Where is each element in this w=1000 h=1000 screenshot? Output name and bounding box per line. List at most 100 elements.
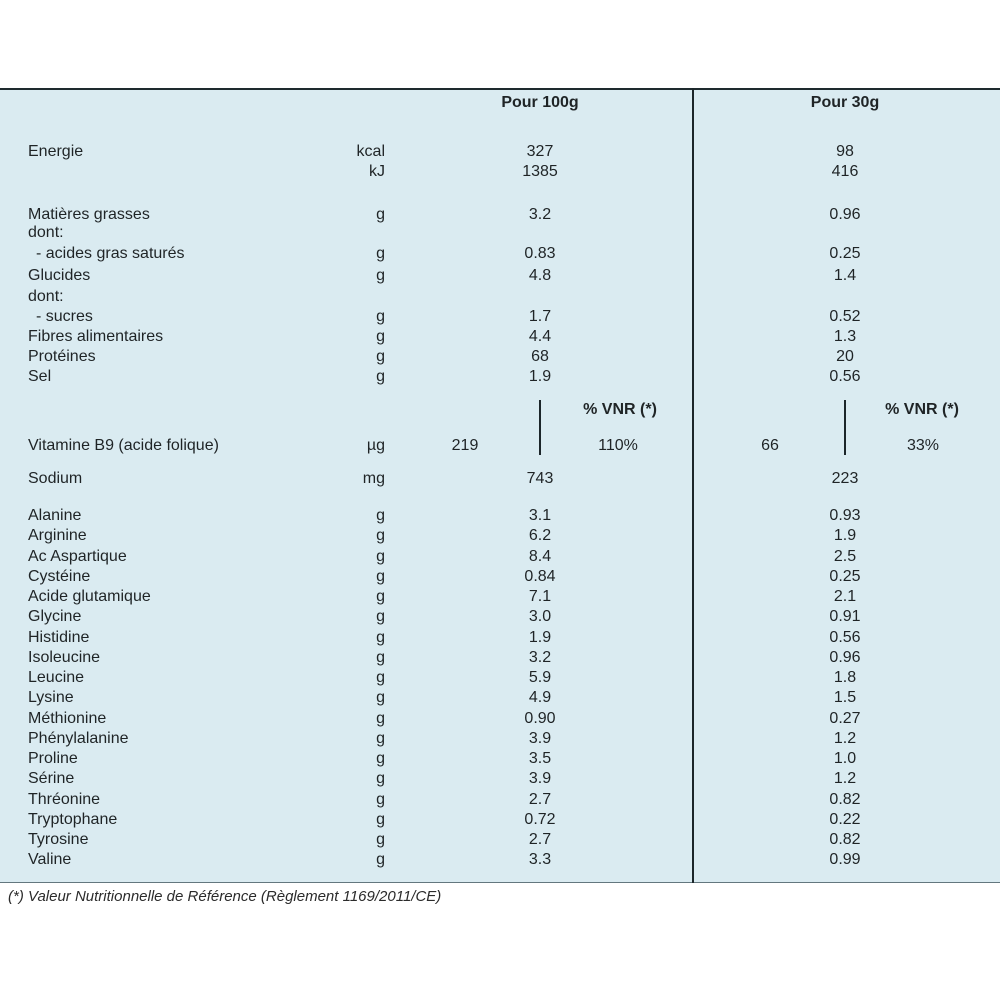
value-per-30g: 1.3 — [833, 328, 857, 345]
value-per-100g: 0.90 — [524, 709, 556, 727]
column-header-per-30g: Pour 30g — [810, 94, 880, 111]
nutrient-label: Matières grasses — [28, 206, 150, 223]
nutrient-unit: g — [376, 628, 385, 646]
value-per-30g: 0.96 — [829, 648, 861, 666]
nutrient-label: Acide glutamique — [28, 588, 151, 605]
value-per-100g: 1.7 — [528, 308, 552, 325]
value-per-30g: 1.8 — [833, 669, 857, 686]
value-per-30g: 20 — [836, 348, 854, 365]
value-per-100g: 3.5 — [528, 750, 552, 767]
value-per-30g: 1.2 — [833, 729, 857, 747]
nutrient-unit: µg — [366, 437, 385, 454]
nutrient-unit: g — [376, 547, 385, 565]
column-header-per-100g: Pour 100g — [501, 94, 579, 111]
value-per-100g: 0.83 — [524, 245, 556, 262]
nutrient-label: Vitamine B9 (acide folique) — [28, 437, 219, 454]
nutrient-label: Sel — [28, 368, 52, 385]
value-per-100g: 0.72 — [524, 810, 556, 828]
value-per-100g: 743 — [526, 470, 554, 487]
value-per-100g: 3.9 — [528, 770, 552, 788]
nutrient-label: Glucides — [28, 267, 91, 284]
nutrient-label: Leucine — [28, 669, 85, 686]
nutrient-label: Tryptophane — [28, 810, 118, 828]
nutrient-unit: g — [376, 567, 385, 585]
value-per-30g: 0.56 — [829, 628, 861, 646]
nutrient-unit: g — [376, 507, 385, 524]
nutrient-unit: g — [376, 608, 385, 626]
value-per-30g: 1.5 — [833, 689, 857, 707]
value-per-100g: 3.0 — [528, 608, 552, 626]
value-per-30g: 0.25 — [829, 245, 861, 262]
value-per-100g: 3.2 — [528, 648, 552, 666]
value-per-100g: 4.9 — [528, 689, 552, 707]
nutrient-unit: g — [376, 689, 385, 707]
nutrient-unit: mg — [362, 470, 385, 487]
nutrient-label: Valine — [28, 851, 72, 869]
value-per-100g: 3.3 — [528, 851, 552, 869]
value-per-30g: 223 — [831, 470, 859, 487]
value-per-100g: 7.1 — [528, 588, 552, 605]
nutrient-label: Energie — [28, 143, 84, 160]
nutrient-unit: g — [376, 831, 385, 848]
nutrient-unit: g — [376, 790, 385, 808]
value-per-100g: 1.9 — [528, 368, 552, 385]
amount-per-30g: 66 — [761, 437, 779, 454]
nutrient-label: Ac Aspartique — [28, 547, 127, 565]
value-per-100g: 327 — [526, 143, 554, 160]
value-per-30g: 0.56 — [829, 368, 861, 385]
value-per-100g: 1385 — [522, 163, 558, 180]
nutrient-unit: g — [376, 750, 385, 767]
value-per-100g: 6.2 — [528, 527, 552, 545]
nutrient-label: Alanine — [28, 507, 82, 524]
value-per-30g: 0.91 — [829, 608, 861, 626]
nutrient-label: Histidine — [28, 628, 90, 646]
value-per-100g: 1.9 — [528, 628, 552, 646]
nutrient-label: Arginine — [28, 527, 87, 545]
value-per-30g: 0.93 — [829, 507, 861, 524]
nutrient-label: Sodium — [28, 470, 83, 487]
value-per-30g: 1.9 — [833, 527, 857, 545]
column-divider-line — [692, 88, 694, 883]
nutrient-label: Fibres alimentaires — [28, 328, 164, 345]
value-per-30g: 1.2 — [833, 770, 857, 788]
nutrient-unit: g — [376, 810, 385, 828]
nutrient-unit: g — [376, 245, 385, 262]
amount-per-100g: 219 — [451, 437, 479, 454]
value-per-30g: 2.5 — [833, 547, 857, 565]
nutrient-unit: g — [376, 368, 385, 385]
value-per-30g: 1.4 — [833, 267, 857, 284]
nutrient-label: Cystéine — [28, 567, 91, 585]
value-per-100g: 3.2 — [528, 206, 552, 223]
value-per-100g: 2.7 — [528, 831, 552, 848]
value-per-30g: 1.0 — [833, 750, 857, 767]
value-per-30g: 0.96 — [829, 206, 861, 223]
nutrient-unit: g — [376, 770, 385, 788]
nutrient-unit: kJ — [369, 163, 385, 180]
value-per-30g: 0.82 — [829, 831, 861, 848]
value-per-30g: 0.99 — [829, 851, 861, 869]
nutrient-label: Sérine — [28, 770, 75, 788]
nutrient-label: Isoleucine — [28, 648, 101, 666]
value-per-30g: 2.1 — [833, 588, 857, 605]
nutrient-label: Tyrosine — [28, 831, 89, 848]
nutrient-label: Proline — [28, 750, 78, 767]
nutrient-unit: g — [376, 527, 385, 545]
value-per-30g: 0.82 — [829, 790, 861, 808]
value-per-30g: 0.27 — [829, 709, 861, 727]
vnr-percent-30g: 33% — [906, 437, 940, 454]
nutrient-label: Méthionine — [28, 709, 107, 727]
nutrient-unit: kcal — [356, 143, 385, 160]
value-per-100g: 8.4 — [528, 547, 552, 565]
vnr-percent-100g: 110% — [598, 437, 638, 454]
nutrient-label: Lysine — [28, 689, 74, 707]
nutrient-unit: g — [376, 348, 385, 365]
value-per-100g: 0.84 — [524, 567, 556, 585]
value-per-100g: 68 — [531, 348, 549, 365]
nutrient-unit: g — [376, 851, 385, 869]
nutrient-label: Protéines — [28, 348, 96, 365]
value-per-100g: 2.7 — [528, 790, 552, 808]
nutrient-label: Thréonine — [28, 790, 101, 808]
value-per-30g: 0.22 — [829, 810, 861, 828]
value-per-100g: 3.1 — [528, 507, 552, 524]
